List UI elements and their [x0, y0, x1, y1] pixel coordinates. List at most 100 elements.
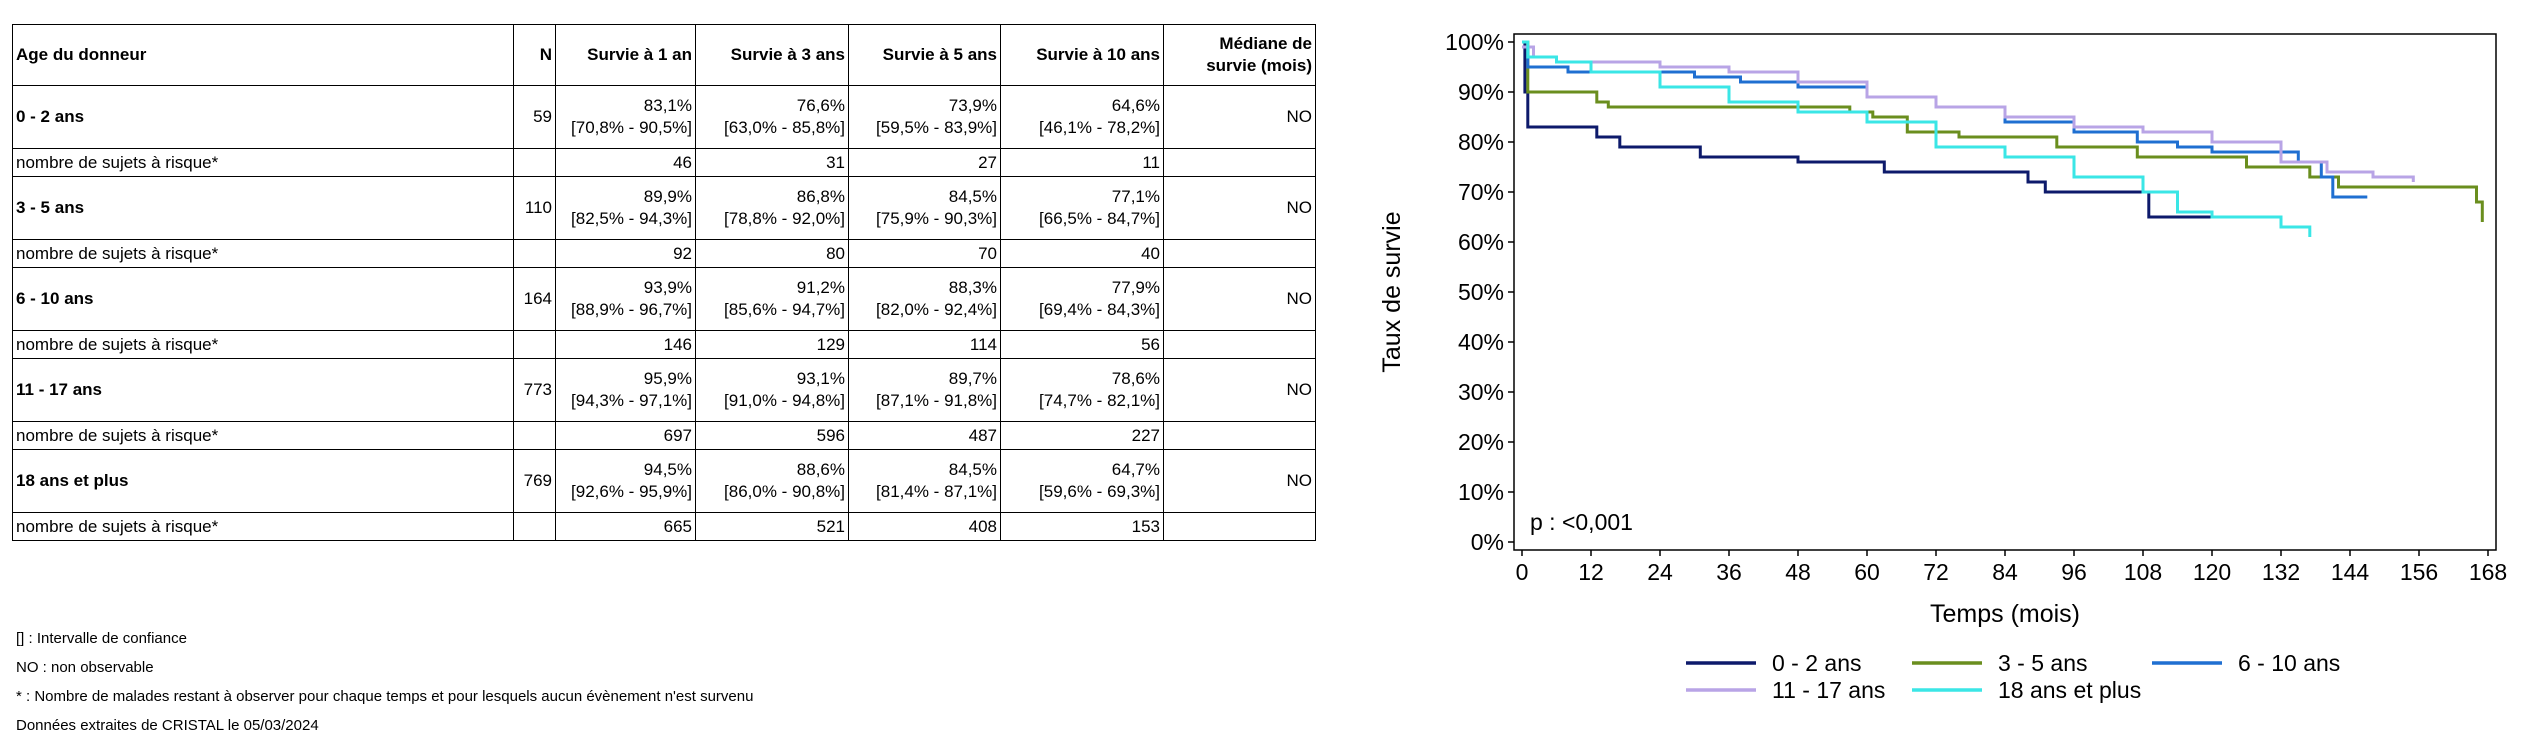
x-tick-label: 72 — [1923, 559, 1949, 585]
table-row: 6 - 10 ans 164 93,9% [88,9% - 96,7%] 91,2% [8… — [12, 267, 1316, 331]
survival-value: [70,8% - 90,5%] — [571, 118, 692, 137]
survival-value: [46,1% - 78,2%] — [1039, 118, 1160, 137]
survival-value: 88,3% — [948, 278, 997, 297]
legend-label: 6 - 10 ans — [2238, 650, 2340, 676]
risk-count: 408 — [848, 512, 1001, 541]
x-tick-label: 96 — [2061, 559, 2087, 585]
y-axis-label: Taux de survie — [1378, 211, 1406, 372]
survival-rate: 88,3% [82,0% - 92,4%] — [848, 267, 1001, 331]
group-count: 110 — [513, 176, 556, 240]
note-not-observable: NO : non observable — [16, 659, 154, 676]
x-tick-label: 120 — [2193, 559, 2231, 585]
survival-value: 78,6% — [1111, 369, 1160, 388]
survival-value: [59,6% - 69,3%] — [1039, 482, 1160, 501]
group-count: 164 — [513, 267, 556, 331]
risk-count: 46 — [555, 148, 696, 177]
survival-curve-2 — [1522, 40, 2484, 222]
p-value-annotation: p : <0,001 — [1530, 509, 1633, 535]
survival-rate: 77,1% [66,5% - 84,7%] — [1000, 176, 1164, 240]
risk-count: 40 — [1000, 239, 1164, 268]
y-tick-label: 100% — [1445, 29, 1504, 55]
x-tick-label: 36 — [1716, 559, 1742, 585]
survival-value: [59,5% - 83,9%] — [876, 118, 997, 137]
table-row: 3 - 5 ans 110 89,9% [82,5% - 94,3%] 86,8% [78… — [12, 176, 1316, 240]
survival-rate: 94,5% [92,6% - 95,9%] — [555, 449, 696, 513]
group-count: 769 — [513, 449, 556, 513]
survival-value: [92,6% - 95,9%] — [571, 482, 692, 501]
survival-rate: 89,9% [82,5% - 94,3%] — [555, 176, 696, 240]
survival-curve-4 — [1522, 45, 2415, 182]
survival-rate: 93,9% [88,9% - 96,7%] — [555, 267, 696, 331]
group-name: 0 - 2 ans — [12, 85, 514, 149]
y-tick-label: 90% — [1458, 79, 1504, 105]
survival-value: 93,9% — [643, 278, 692, 297]
survival-rate: 86,8% [78,8% - 92,0%] — [695, 176, 849, 240]
risk-count: 80 — [695, 239, 849, 268]
column-header-line: survie (mois) — [1206, 56, 1312, 75]
survival-rate: 83,1% [70,8% - 90,5%] — [555, 85, 696, 149]
column-header: Survie à 5 ans — [848, 24, 1001, 86]
survival-value: 77,9% — [1111, 278, 1160, 297]
y-tick-label: 30% — [1458, 379, 1504, 405]
x-tick-label: 156 — [2400, 559, 2438, 585]
risk-count: 665 — [555, 512, 696, 541]
survival-value: [94,3% - 97,1%] — [571, 391, 692, 410]
column-header: Médiane de survie (mois) — [1163, 24, 1316, 86]
survival-value: [85,6% - 94,7%] — [724, 300, 845, 319]
y-tick-label: 60% — [1458, 229, 1504, 255]
column-header: N — [513, 24, 556, 86]
risk-count: 31 — [695, 148, 849, 177]
empty-cell — [1163, 421, 1316, 450]
survival-value: 94,5% — [643, 460, 692, 479]
x-tick-label: 60 — [1854, 559, 1880, 585]
survival-value: 83,1% — [643, 96, 692, 115]
survival-rate: 91,2% [85,6% - 94,7%] — [695, 267, 849, 331]
y-tick-label: 70% — [1458, 179, 1504, 205]
risk-count: 70 — [848, 239, 1001, 268]
empty-cell — [513, 330, 556, 359]
survival-value: 86,8% — [796, 187, 845, 206]
survival-table: Age du donneur N Survie à 1 an Survie à 3 a… — [12, 24, 1316, 541]
survival-value: [86,0% - 90,8%] — [724, 482, 845, 501]
column-header-line: Médiane de — [1219, 34, 1312, 53]
y-tick-label: 0% — [1471, 529, 1504, 555]
empty-cell — [1163, 330, 1316, 359]
x-tick-label: 12 — [1578, 559, 1604, 585]
risk-count: 114 — [848, 330, 1001, 359]
column-header: Survie à 3 ans — [695, 24, 849, 86]
group-name: 6 - 10 ans — [12, 267, 514, 331]
risk-count: 129 — [695, 330, 849, 359]
survival-rate: 77,9% [69,4% - 84,3%] — [1000, 267, 1164, 331]
empty-cell — [513, 512, 556, 541]
survival-rate: 64,6% [46,1% - 78,2%] — [1000, 85, 1164, 149]
table-row: 0 - 2 ans 59 83,1% [70,8% - 90,5%] 76,6% [63,… — [12, 85, 1316, 149]
survival-value: [69,4% - 84,3%] — [1039, 300, 1160, 319]
survival-curve-5 — [1522, 40, 2312, 237]
risk-count: 56 — [1000, 330, 1164, 359]
survival-value: [74,7% - 82,1%] — [1039, 391, 1160, 410]
risk-count: 27 — [848, 148, 1001, 177]
risk-count: 521 — [695, 512, 849, 541]
risk-count: 697 — [555, 421, 696, 450]
risk-row: nombre de sujets à risque* 46 31 27 11 — [12, 148, 1316, 177]
risk-count: 487 — [848, 421, 1001, 450]
column-header: Survie à 10 ans — [1000, 24, 1164, 86]
y-tick-label: 50% — [1458, 279, 1504, 305]
survival-value: 73,9% — [948, 96, 997, 115]
survival-value: [88,9% - 96,7%] — [571, 300, 692, 319]
y-tick-label: 20% — [1458, 429, 1504, 455]
x-tick-label: 24 — [1647, 559, 1673, 585]
survival-value: [78,8% - 92,0%] — [724, 209, 845, 228]
survival-value: 64,7% — [1111, 460, 1160, 479]
survival-rate: 93,1% [91,0% - 94,8%] — [695, 358, 849, 422]
risk-count: 11 — [1000, 148, 1164, 177]
survival-value: 88,6% — [796, 460, 845, 479]
risk-count: 92 — [555, 239, 696, 268]
survival-rate: 76,6% [63,0% - 85,8%] — [695, 85, 849, 149]
survival-value: [91,0% - 94,8%] — [724, 391, 845, 410]
group-name: 18 ans et plus — [12, 449, 514, 513]
group-name: 11 - 17 ans — [12, 358, 514, 422]
column-header: Age du donneur — [12, 24, 514, 86]
survival-curve-3 — [1522, 45, 2368, 199]
survival-rate: 88,6% [86,0% - 90,8%] — [695, 449, 849, 513]
